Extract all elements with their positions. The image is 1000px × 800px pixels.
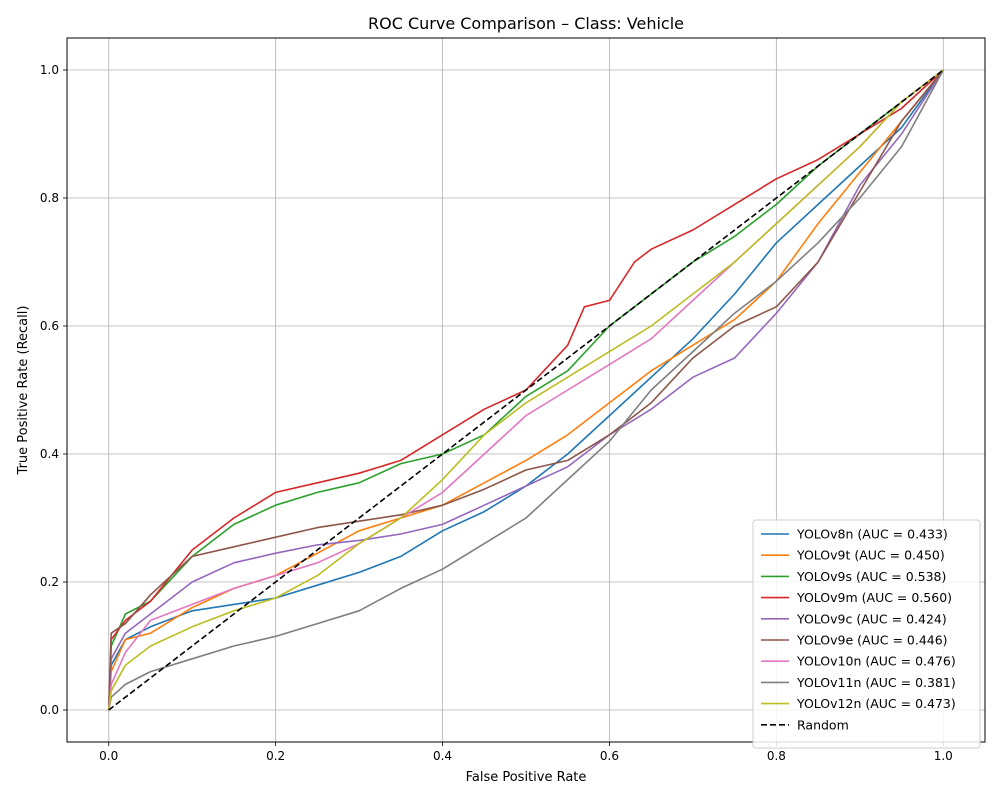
y-tick-label: 0.8 [40,191,59,205]
legend-label: YOLOv8n (AUC = 0.433) [796,527,948,542]
series-line [107,69,944,711]
y-tick-label: 0.0 [40,703,59,717]
legend-label: YOLOv9c (AUC = 0.424) [796,611,947,626]
legend-label: YOLOv9e (AUC = 0.446) [796,633,948,648]
legend-frame [752,519,981,749]
legend-label: YOLOv9m (AUC = 0.560) [796,590,952,605]
y-tick-label: 0.4 [40,447,59,461]
legend: YOLOv8n (AUC = 0.433) YOLOv9t (AUC = 0.45… [752,519,981,749]
chart-title: ROC Curve Comparison – Class: Vehicle [368,14,684,33]
legend-label: YOLOv12n (AUC = 0.473) [796,696,956,711]
x-tick-label: 1.0 [934,749,953,763]
axis-ticks: 0.0 0.2 0.4 0.6 0.8 1.0 0.0 0.2 0.4 0.6 0.8 1.0 [40,63,953,763]
series-line [108,69,944,711]
series-line [107,69,944,711]
legend-label: YOLOv9s (AUC = 0.538) [796,569,946,584]
x-tick-label: 0.0 [99,749,118,763]
y-tick-label: 0.6 [40,319,59,333]
series-line [107,69,944,711]
legend-label: Random [797,717,849,732]
series-line [107,69,945,711]
x-axis-label: False Positive Rate [466,770,587,785]
y-axis-label: True Positive Rate (Recall) [16,306,31,476]
plot-area-frame [66,37,986,743]
x-tick-label: 0.2 [266,749,285,763]
legend-label: YOLOv11n (AUC = 0.381) [796,675,956,690]
series-line [107,69,944,711]
y-tick-label: 0.2 [40,575,59,589]
series-layer [107,69,945,711]
legend-label: YOLOv10n (AUC = 0.476) [796,654,956,669]
x-tick-label: 0.4 [433,749,452,763]
legend-label: YOLOv9t (AUC = 0.450) [796,548,945,563]
x-tick-label: 0.8 [767,749,786,763]
y-tick-label: 1.0 [40,63,59,77]
grid-lines [67,38,985,742]
x-tick-label: 0.6 [600,749,619,763]
